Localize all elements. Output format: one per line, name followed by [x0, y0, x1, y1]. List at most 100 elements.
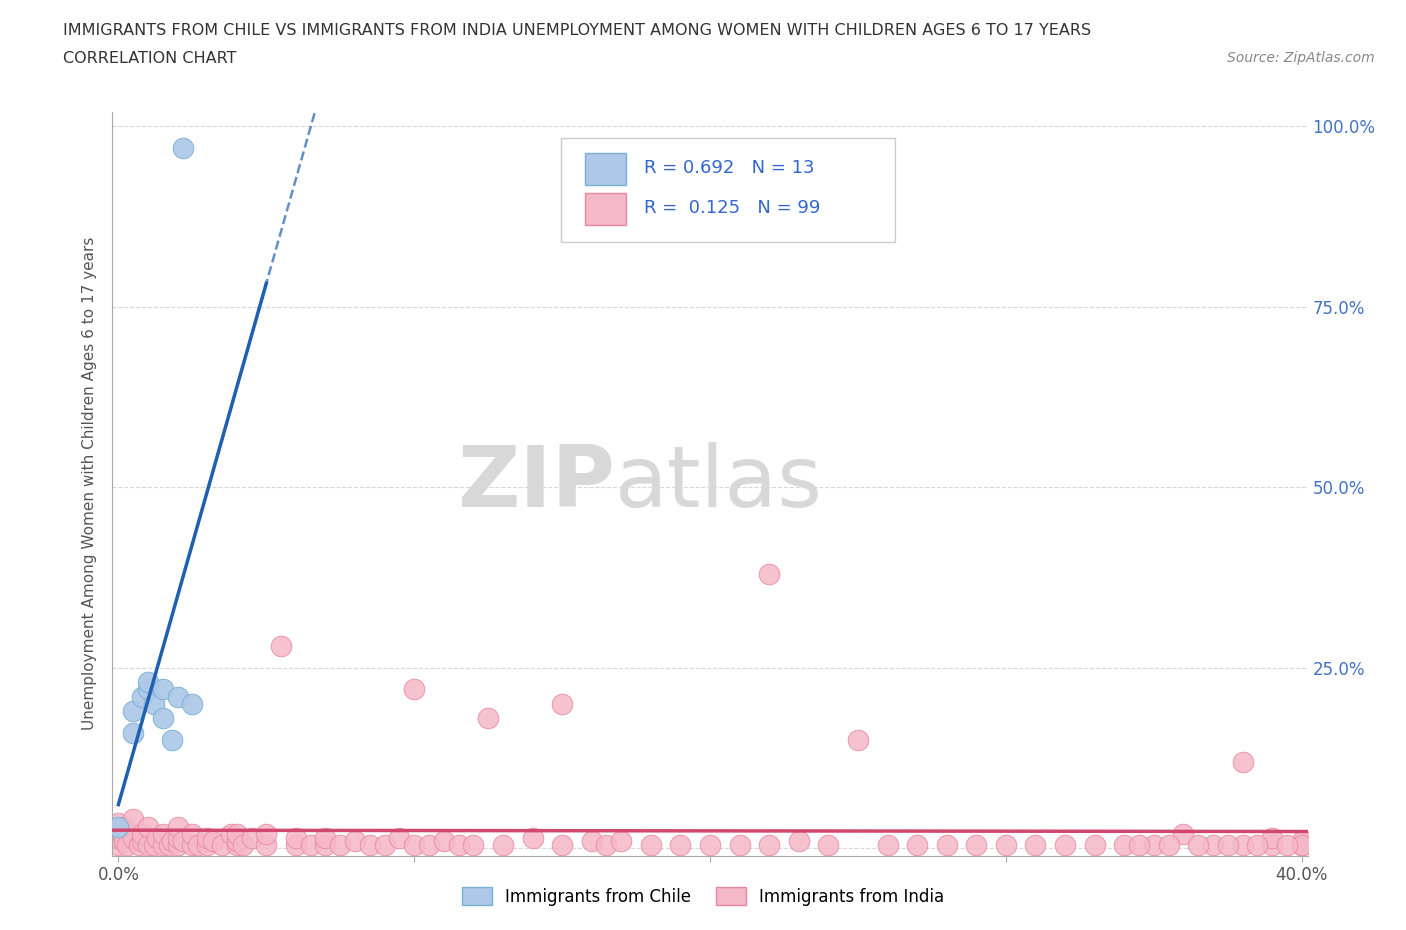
Point	[240, 830, 263, 845]
Point	[284, 837, 307, 852]
Point	[1173, 827, 1195, 842]
Point	[270, 639, 292, 654]
Point	[225, 827, 247, 842]
Point	[166, 837, 188, 852]
Point	[1187, 837, 1209, 852]
Point	[107, 837, 129, 852]
Point	[640, 837, 662, 852]
Point	[935, 837, 957, 852]
Point	[994, 837, 1017, 852]
Point	[1143, 837, 1166, 852]
Point	[1291, 837, 1313, 852]
Point	[551, 697, 574, 711]
Point	[344, 833, 367, 848]
Text: ZIP: ZIP	[457, 442, 614, 525]
Point	[122, 725, 145, 740]
Text: R =  0.125   N = 99: R = 0.125 N = 99	[644, 199, 821, 218]
Point	[905, 837, 928, 852]
Point	[1084, 837, 1107, 852]
Point	[522, 830, 544, 845]
Point	[211, 837, 233, 852]
Point	[122, 830, 145, 845]
Point	[1232, 837, 1254, 852]
Point	[181, 837, 204, 852]
Text: Source: ZipAtlas.com: Source: ZipAtlas.com	[1227, 51, 1375, 65]
Point	[107, 816, 129, 830]
Point	[388, 830, 411, 845]
Point	[610, 833, 633, 848]
Point	[374, 837, 396, 852]
Point	[219, 827, 242, 842]
Point	[157, 837, 180, 852]
Bar	[585, 153, 627, 184]
Point	[117, 837, 139, 852]
Point	[225, 833, 247, 848]
Point	[787, 833, 810, 848]
Point	[1291, 837, 1313, 852]
Point	[728, 837, 751, 852]
Point	[1232, 754, 1254, 769]
Point	[1053, 837, 1076, 852]
Point	[131, 689, 153, 704]
Point	[758, 837, 780, 852]
Point	[122, 812, 145, 827]
Point	[965, 837, 987, 852]
Point	[329, 837, 352, 852]
Point	[433, 833, 456, 848]
Point	[463, 837, 485, 852]
Point	[166, 689, 188, 704]
Point	[181, 697, 204, 711]
Point	[160, 833, 183, 848]
Point	[669, 837, 692, 852]
Point	[172, 140, 194, 155]
Point	[195, 837, 218, 852]
Point	[107, 823, 129, 838]
Point	[136, 819, 159, 834]
Bar	[585, 193, 627, 225]
Point	[1216, 837, 1239, 852]
Point	[254, 837, 277, 852]
FancyBboxPatch shape	[561, 138, 896, 242]
Point	[112, 833, 135, 848]
Text: atlas: atlas	[614, 442, 823, 525]
Point	[314, 837, 336, 852]
Point	[160, 733, 183, 748]
Point	[1157, 837, 1180, 852]
Point	[1291, 837, 1313, 852]
Point	[187, 837, 209, 852]
Point	[1202, 837, 1225, 852]
Point	[254, 827, 277, 842]
Point	[404, 682, 426, 697]
Y-axis label: Unemployment Among Women with Children Ages 6 to 17 years: Unemployment Among Women with Children A…	[82, 237, 97, 730]
Point	[225, 837, 247, 852]
Point	[152, 827, 174, 842]
Point	[1114, 837, 1136, 852]
Point	[131, 827, 153, 842]
Point	[107, 830, 129, 845]
Legend: Immigrants from Chile, Immigrants from India: Immigrants from Chile, Immigrants from I…	[456, 881, 950, 912]
Point	[817, 837, 839, 852]
Point	[166, 819, 188, 834]
Point	[128, 837, 150, 852]
Point	[404, 837, 426, 852]
Point	[1024, 837, 1046, 852]
Point	[195, 830, 218, 845]
Point	[232, 837, 254, 852]
Text: CORRELATION CHART: CORRELATION CHART	[63, 51, 236, 66]
Point	[876, 837, 898, 852]
Point	[146, 830, 169, 845]
Point	[142, 837, 165, 852]
Point	[1246, 837, 1268, 852]
Point	[314, 830, 336, 845]
Point	[758, 566, 780, 581]
Point	[284, 830, 307, 845]
Point	[846, 733, 869, 748]
Point	[1261, 830, 1284, 845]
Point	[152, 837, 174, 852]
Point	[1291, 833, 1313, 848]
Point	[551, 837, 574, 852]
Point	[152, 682, 174, 697]
Point	[136, 837, 159, 852]
Point	[359, 837, 381, 852]
Point	[202, 833, 225, 848]
